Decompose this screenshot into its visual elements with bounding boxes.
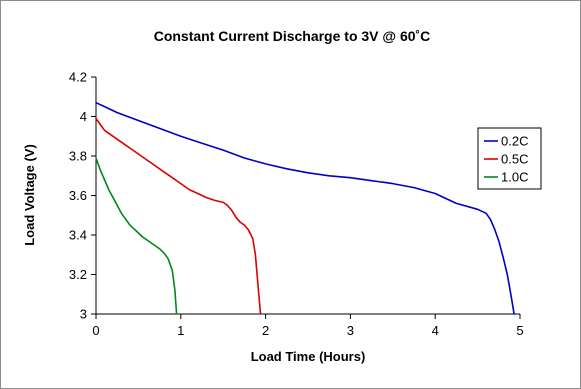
- series-line-1-0c: [95, 157, 178, 315]
- legend-label-0-5c: 0.5C: [501, 152, 528, 167]
- x-tick-label: 4: [432, 323, 439, 338]
- legend: 0.2C 0.5C 1.0C: [477, 127, 542, 190]
- x-tick-label: 3: [347, 323, 354, 338]
- series-lines: [95, 101, 515, 315]
- y-axis-title: Load Voltage (V): [22, 144, 37, 246]
- x-axis-title: Load Time (Hours): [251, 349, 366, 364]
- plot-area: [96, 77, 520, 314]
- y-tick-label: 4: [80, 109, 87, 124]
- x-tick-label: 5: [516, 323, 523, 338]
- x-axis-ticks: 0 1 2 3 4 5: [92, 314, 524, 338]
- y-tick-label: 3: [80, 307, 87, 322]
- series-line-0-2c: [95, 101, 515, 315]
- x-tick-label: 1: [177, 323, 184, 338]
- series-line-0-5c: [95, 117, 262, 315]
- y-tick-label: 3.4: [69, 228, 87, 243]
- y-tick-label: 3.8: [69, 149, 87, 164]
- legend-label-1-0c: 1.0C: [501, 170, 528, 185]
- y-tick-label: 4.2: [69, 70, 87, 85]
- chart-title: Constant Current Discharge to 3V @ 60˚C: [154, 28, 431, 44]
- y-tick-label: 3.6: [69, 188, 87, 203]
- x-tick-label: 0: [92, 323, 99, 338]
- y-tick-label: 3.2: [69, 267, 87, 282]
- legend-label-0-2c: 0.2C: [501, 134, 528, 149]
- legend-items: 0.2C 0.5C 1.0C: [484, 134, 528, 185]
- x-tick-label: 2: [262, 323, 269, 338]
- y-axis-ticks: 3 3.2 3.4 3.6 3.8 4 4.2: [69, 70, 96, 322]
- legend-box: [477, 127, 542, 190]
